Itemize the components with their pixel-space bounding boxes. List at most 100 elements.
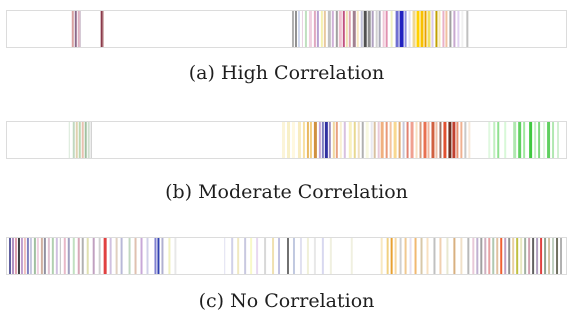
stripe <box>492 238 495 274</box>
stripe <box>43 238 46 274</box>
stripe <box>329 238 332 274</box>
stripe <box>140 238 143 274</box>
stripe <box>313 122 317 158</box>
stripe <box>77 238 80 274</box>
stripe <box>244 238 247 274</box>
stripe <box>77 11 80 47</box>
caption-high-correlation: (a) High Correlation <box>188 62 385 84</box>
stripe <box>404 11 407 47</box>
stripe <box>409 238 412 274</box>
stripe <box>513 122 517 158</box>
stripe <box>512 238 515 274</box>
stripe <box>316 11 319 47</box>
stripe <box>294 11 297 47</box>
stripe <box>154 238 157 274</box>
stripe <box>480 238 483 274</box>
stripe <box>40 238 43 274</box>
stripe <box>128 238 131 274</box>
stripe <box>382 11 385 47</box>
stripe <box>332 122 335 158</box>
stripe <box>109 238 112 274</box>
stripe <box>534 122 537 158</box>
stripe <box>497 122 500 158</box>
stripe <box>389 122 392 158</box>
stripe <box>435 122 438 158</box>
stripe <box>328 122 331 158</box>
stripe <box>282 122 286 158</box>
stripe <box>476 238 479 274</box>
stripe <box>361 122 364 158</box>
stripe <box>371 11 374 47</box>
stripe <box>488 238 491 274</box>
stripe <box>438 11 441 47</box>
stripe <box>237 238 240 274</box>
stripe <box>468 122 471 158</box>
stripe <box>92 238 95 274</box>
stripe <box>74 11 77 47</box>
stripe <box>17 238 20 274</box>
stripe <box>410 122 414 158</box>
stripe <box>518 122 522 158</box>
stripe <box>297 11 300 47</box>
stripe <box>365 122 369 158</box>
stripe <box>348 122 352 158</box>
stripe <box>26 238 29 274</box>
stripe <box>543 122 546 158</box>
stripe <box>256 238 259 274</box>
stripe <box>11 238 14 274</box>
stripe-canvas-c <box>8 238 563 274</box>
stripe <box>363 11 367 47</box>
stripe <box>224 238 226 274</box>
stripe <box>420 238 423 274</box>
stripe <box>449 11 452 47</box>
stripe <box>308 11 312 47</box>
stripe <box>390 238 393 274</box>
stripe <box>335 11 338 47</box>
stripe <box>442 11 445 47</box>
stripe <box>472 238 475 274</box>
stripe <box>528 238 531 274</box>
stripe <box>352 11 356 47</box>
stripe <box>420 11 424 47</box>
stripe <box>493 122 496 158</box>
stripe <box>448 122 452 158</box>
stripe <box>306 238 309 274</box>
stripe <box>523 122 526 158</box>
barcode-strip-moderate-correlation <box>6 121 567 159</box>
stripe <box>453 238 456 274</box>
stripe <box>466 11 469 47</box>
stripe <box>532 238 535 274</box>
stripe <box>304 11 307 47</box>
stripe <box>339 122 342 158</box>
stripe <box>168 238 171 274</box>
stripe <box>540 238 543 274</box>
stripe <box>8 238 11 274</box>
stripe <box>29 238 32 274</box>
stripe <box>431 122 435 158</box>
stripe <box>427 122 430 158</box>
stripe <box>63 238 66 274</box>
stripe <box>174 238 177 274</box>
stripe <box>84 122 87 158</box>
stripe <box>416 11 420 47</box>
stripe <box>59 238 61 274</box>
stripe <box>291 122 295 158</box>
stripe <box>538 122 541 158</box>
stripe <box>345 11 348 47</box>
stripe <box>446 238 449 274</box>
stripe <box>385 11 388 47</box>
stripe <box>414 238 417 274</box>
stripe <box>427 11 431 47</box>
stripe <box>335 122 338 158</box>
stripe <box>14 238 17 274</box>
stripe <box>464 122 467 158</box>
stripe <box>433 238 436 274</box>
stripe <box>102 11 104 47</box>
stripe <box>395 11 399 47</box>
stripe <box>552 238 555 274</box>
stripe <box>98 238 101 274</box>
stripe <box>419 122 422 158</box>
stripe <box>272 238 275 274</box>
stripe <box>461 11 464 47</box>
stripe <box>36 238 39 274</box>
